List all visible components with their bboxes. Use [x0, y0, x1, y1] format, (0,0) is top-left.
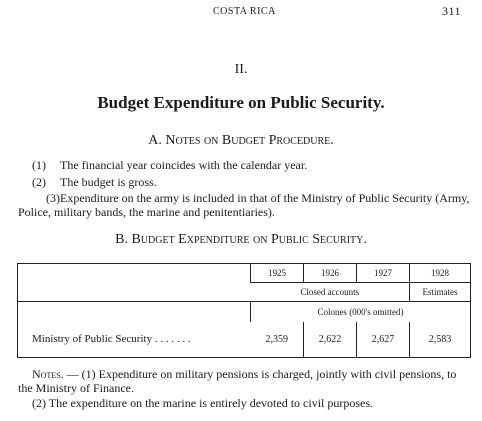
value-cell: 2,583: [409, 321, 471, 358]
estimates-header: Estimates: [409, 282, 471, 302]
footnote-lead: Notes. —: [32, 367, 79, 381]
note-text: Expenditure on the army is included in t…: [18, 191, 470, 219]
section-number: II.: [234, 62, 248, 77]
value-cell: 2,627: [356, 321, 410, 358]
note: (3)Expenditure on the army is included i…: [18, 191, 472, 219]
unit-label: Colones (000's omitted): [250, 301, 471, 322]
note-text: The financial year coincides with the ca…: [60, 158, 308, 172]
running-title: COSTA RICA: [213, 6, 276, 17]
footnote: (2) The expenditure on the marine is ent…: [32, 396, 472, 410]
year-header: 1928: [409, 263, 471, 283]
footnote-text: The expenditure on the marine is entirel…: [48, 396, 374, 410]
page-number: 311: [442, 4, 462, 18]
note-label: (2): [32, 175, 46, 189]
footnote-label: (2): [32, 396, 46, 410]
note: (1) The financial year coincides with the…: [32, 158, 472, 172]
empty-cell: [17, 263, 251, 302]
note-text: The budget is gross.: [60, 175, 157, 189]
notes-heading: A. Notes on Budget Procedure.: [148, 133, 334, 148]
footnote: Notes. — (1) Expenditure on military pen…: [18, 367, 472, 395]
closed-accounts-header: Closed accounts: [250, 282, 410, 302]
year-header: 1926: [303, 263, 357, 283]
note-label: (1): [32, 158, 46, 172]
note: (2) The budget is gross.: [32, 175, 472, 189]
value-cell: 2,622: [303, 321, 357, 358]
budget-table: 1925 1926 1927 1928 Closed accounts Esti…: [17, 263, 471, 358]
table-heading: B. Budget Expenditure on Public Security…: [115, 232, 367, 247]
title: Budget Expenditure on Public Security.: [97, 93, 385, 112]
value-cell: 2,359: [265, 333, 289, 345]
row-label-text: Ministry of Public Security: [32, 333, 153, 345]
year-header: 1927: [356, 263, 410, 283]
year-header: 1925: [250, 263, 304, 283]
note-label: (3): [46, 191, 60, 205]
row-label: Ministry of Public Security . . . . . . …: [32, 333, 191, 345]
footnote-label: (1): [81, 367, 96, 381]
footnote-text: Expenditure on military pensions is char…: [18, 367, 457, 395]
